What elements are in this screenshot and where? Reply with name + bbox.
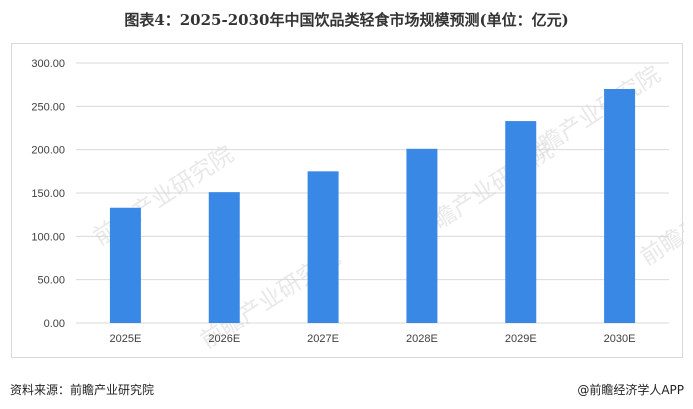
y-axis-labels: 0.00 50.00 100.00 150.00 200.00 250.00 300.00 (31, 58, 65, 330)
bars (109, 89, 636, 323)
bar-2029E (505, 121, 537, 323)
y-tick-label: 150.00 (31, 188, 65, 200)
watermark-text: 前瞻产业研究院 (636, 162, 684, 271)
credit-note: @前瞻经济学人APP (577, 383, 684, 397)
bar-2027E (307, 171, 339, 323)
chart-area: 前瞻产业研究院 前瞻产业研究院 前瞻产业研究院 前瞻产业研究院 前瞻产业研究院 0.00… (11, 43, 684, 358)
bar-2030E (604, 89, 636, 323)
watermark-text: 前瞻产业研究院 (516, 62, 665, 171)
gridlines (76, 62, 669, 324)
bar-2028E (406, 148, 438, 323)
x-tick-label: 2027E (307, 333, 339, 345)
x-tick-label: 2029E (505, 333, 537, 345)
y-tick-label: 0.00 (44, 318, 65, 330)
bar-2025E (109, 207, 141, 323)
y-tick-label: 200.00 (31, 145, 65, 157)
x-tick-label: 2030E (604, 333, 636, 345)
x-tick-label: 2028E (406, 333, 438, 345)
x-tick-label: 2025E (110, 333, 142, 345)
source-note: 资料来源：前瞻产业研究院 (10, 383, 155, 397)
chart-title: 图表4：2025-2030年中国饮品类轻食市场规模预测(单位：亿元) (124, 11, 569, 29)
x-axis-labels: 2025E 2026E 2027E 2028E 2029E 2030E (110, 333, 636, 345)
x-tick-label: 2026E (208, 333, 240, 345)
y-tick-label: 300.00 (31, 58, 65, 70)
bar-2026E (208, 192, 240, 323)
y-tick-label: 250.00 (31, 101, 65, 113)
y-tick-label: 100.00 (31, 231, 65, 243)
y-tick-label: 50.00 (37, 275, 65, 287)
